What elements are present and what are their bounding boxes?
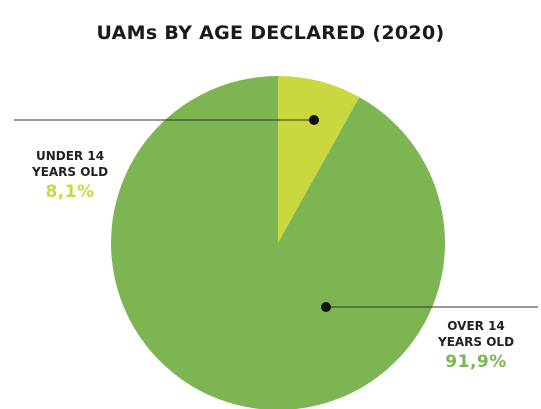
pie-slice-0 — [278, 76, 360, 243]
label-under-14: UNDER 14 YEARS OLD 8,1% — [32, 148, 108, 204]
label-under-14-value: 8,1% — [45, 182, 95, 202]
label-under-14-line1: UNDER 14 — [35, 149, 105, 163]
leader-dot-0 — [309, 115, 319, 125]
pie-slice-1 — [111, 76, 445, 409]
label-over-14-line1: OVER 14 — [447, 319, 505, 333]
label-under-14-line2: YEARS OLD — [32, 165, 109, 179]
label-over-14-value: 91,9% — [445, 352, 507, 372]
label-over-14: OVER 14 YEARS OLD 91,9% — [438, 318, 514, 374]
label-over-14-line2: YEARS OLD — [438, 335, 515, 349]
leader-dot-1 — [321, 302, 331, 312]
chart-title: UAMs BY AGE DECLARED (2020) — [96, 22, 445, 44]
